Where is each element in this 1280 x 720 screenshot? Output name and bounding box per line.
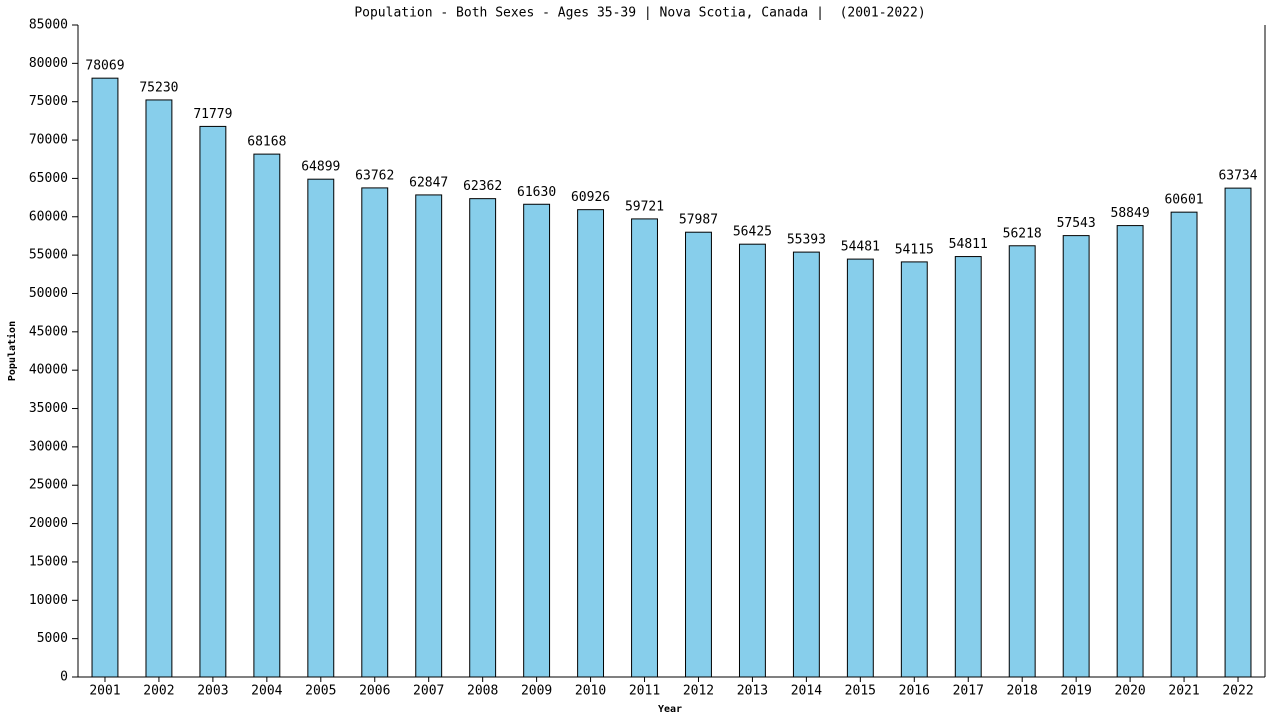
y-tick-label: 15000 <box>29 554 68 569</box>
y-tick-label: 45000 <box>29 324 68 339</box>
bar <box>199 125 227 678</box>
data-label: 57987 <box>679 213 718 228</box>
x-tick-label: 2001 <box>89 684 120 699</box>
x-tick-label: 2006 <box>359 684 390 699</box>
bar <box>307 178 335 678</box>
y-tick-label: 40000 <box>29 363 68 378</box>
bar <box>523 203 551 678</box>
y-tick-label: 50000 <box>29 286 68 301</box>
y-tick-label: 30000 <box>29 439 68 454</box>
bar <box>415 194 443 678</box>
bar <box>469 198 497 678</box>
y-tick-label: 85000 <box>29 18 68 33</box>
data-label: 56218 <box>1003 226 1042 241</box>
x-tick-label: 2019 <box>1061 684 1092 699</box>
data-label: 56425 <box>733 225 772 240</box>
bar <box>1170 211 1198 678</box>
x-tick-label: 2015 <box>845 684 876 699</box>
bar <box>1008 245 1036 678</box>
data-label: 68168 <box>247 135 286 150</box>
x-tick-label: 2011 <box>629 684 660 699</box>
y-tick-label: 55000 <box>29 248 68 263</box>
x-tick-label: 2002 <box>143 684 174 699</box>
y-tick-label: 10000 <box>29 593 68 608</box>
y-tick-label: 75000 <box>29 94 68 109</box>
bar <box>900 261 928 678</box>
data-label: 55393 <box>787 233 826 248</box>
x-tick-label: 2008 <box>467 684 498 699</box>
data-label: 54115 <box>895 242 934 257</box>
bar <box>631 218 658 678</box>
x-tick-label: 2005 <box>305 684 336 699</box>
x-tick-label: 2009 <box>521 684 552 699</box>
bar <box>361 187 389 678</box>
data-label: 54481 <box>841 240 880 255</box>
y-tick-label: 0 <box>60 670 68 685</box>
bar <box>253 153 281 678</box>
x-tick-label: 2014 <box>791 684 822 699</box>
data-label: 64899 <box>301 160 340 175</box>
bar <box>145 99 173 678</box>
x-tick-label: 2016 <box>899 684 930 699</box>
x-tick-label: 2012 <box>683 684 714 699</box>
x-tick-label: 2003 <box>197 684 228 699</box>
y-axis-label: Population <box>6 321 18 381</box>
x-tick-label: 2022 <box>1222 684 1253 699</box>
x-tick-label: 2020 <box>1114 684 1145 699</box>
data-label: 61630 <box>517 185 556 200</box>
bar <box>954 256 982 678</box>
x-axis-label: Year <box>658 704 682 715</box>
bar <box>792 251 820 678</box>
y-tick-label: 25000 <box>29 478 68 493</box>
chart-title: Population - Both Sexes - Ages 35-39 | N… <box>354 6 925 21</box>
bar <box>846 258 874 678</box>
x-tick-label: 2010 <box>575 684 606 699</box>
data-label: 57543 <box>1057 216 1096 231</box>
bar <box>1116 225 1144 678</box>
bar <box>91 77 119 678</box>
bar <box>577 209 605 678</box>
data-label: 78069 <box>85 59 124 74</box>
x-tick-label: 2018 <box>1007 684 1038 699</box>
x-tick-label: 2017 <box>953 684 984 699</box>
data-label: 63762 <box>355 168 394 183</box>
bar <box>738 243 766 678</box>
data-label: 60601 <box>1164 193 1203 208</box>
data-label: 71779 <box>193 107 232 122</box>
x-tick-label: 2007 <box>413 684 444 699</box>
y-tick-label: 60000 <box>29 209 68 224</box>
x-tick-label: 2004 <box>251 684 282 699</box>
bar <box>1224 187 1252 678</box>
y-tick-label: 70000 <box>29 133 68 148</box>
data-label: 59721 <box>625 199 664 214</box>
y-tick-label: 80000 <box>29 56 68 71</box>
bar <box>685 231 712 678</box>
y-tick-label: 65000 <box>29 171 68 186</box>
data-label: 75230 <box>139 80 178 95</box>
x-tick-label: 2013 <box>737 684 768 699</box>
data-label: 60926 <box>571 190 610 205</box>
y-tick-label: 5000 <box>37 631 68 646</box>
data-label: 58849 <box>1111 206 1150 221</box>
y-tick-label: 20000 <box>29 516 68 531</box>
y-tick-label: 35000 <box>29 401 68 416</box>
data-label: 63734 <box>1218 169 1257 184</box>
x-tick-label: 2021 <box>1168 684 1199 699</box>
data-label: 62362 <box>463 179 502 194</box>
data-label: 54811 <box>949 237 988 252</box>
data-label: 62847 <box>409 175 448 190</box>
bar <box>1062 235 1090 678</box>
